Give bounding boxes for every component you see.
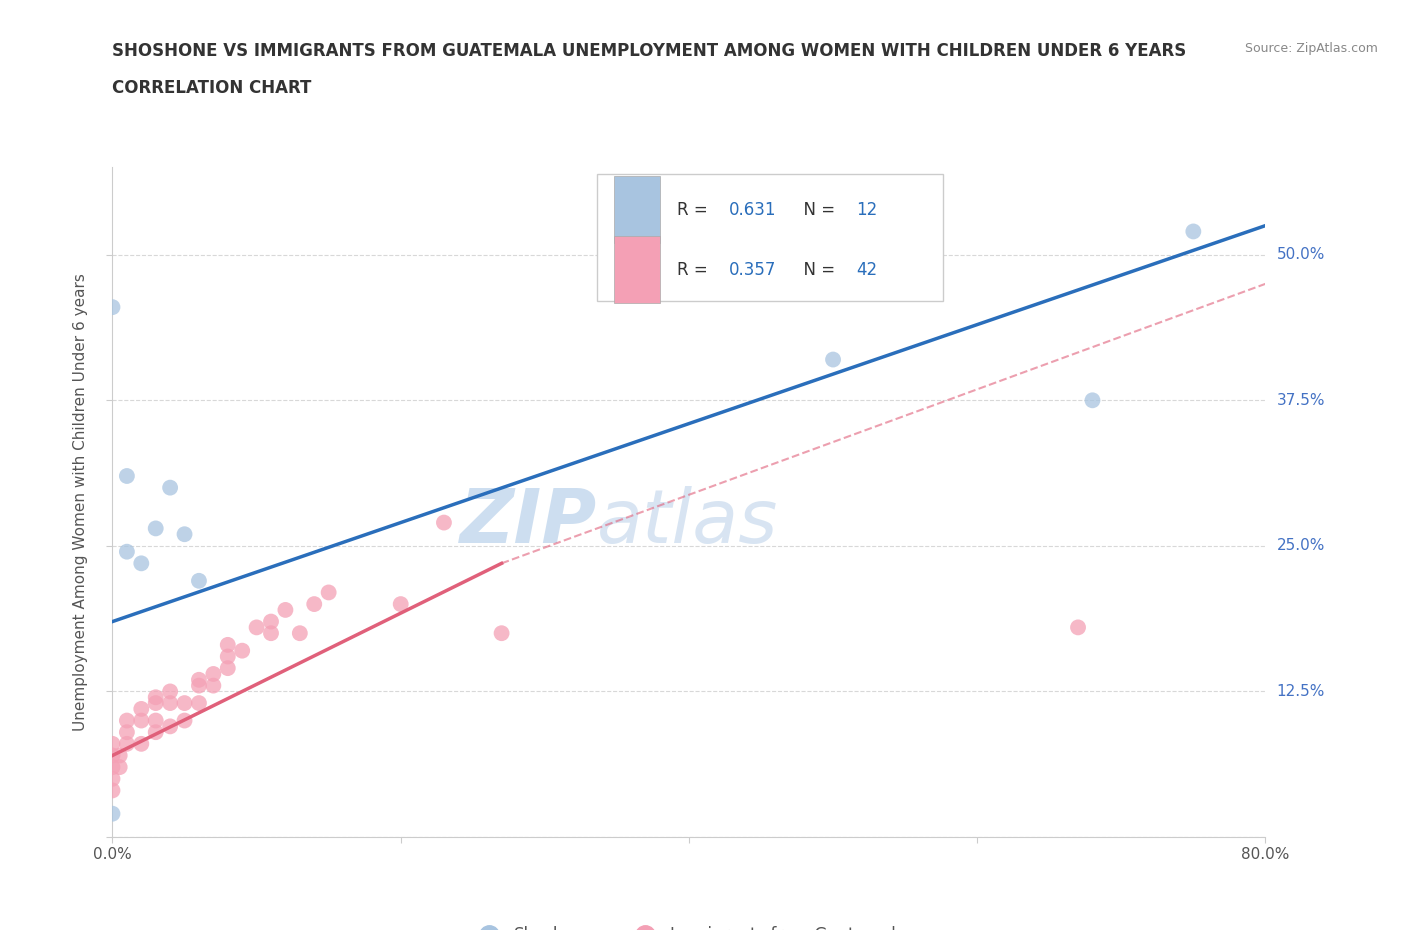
Point (1081, 392, 1104, 407)
Point (115, 724, 138, 739)
Text: 0.631: 0.631 (730, 201, 776, 219)
Text: R =: R = (678, 201, 713, 219)
Point (145, 521, 167, 536)
Point (433, 515, 456, 530)
Point (115, 469, 138, 484)
Point (173, 696, 195, 711)
Text: ZIP: ZIP (460, 485, 596, 559)
FancyBboxPatch shape (614, 236, 661, 303)
Point (217, 637, 239, 652)
Point (188, 574, 211, 589)
Point (202, 678, 225, 693)
Point (101, 299, 124, 314)
Y-axis label: Unemployment Among Women with Children Under 6 years: Unemployment Among Women with Children U… (73, 273, 89, 731)
Point (145, 724, 167, 739)
Text: atlas: atlas (596, 486, 778, 558)
Point (173, 526, 195, 541)
Text: Source: ZipAtlas.com: Source: ZipAtlas.com (1244, 42, 1378, 55)
Point (231, 644, 253, 658)
Text: 12: 12 (856, 201, 877, 219)
Point (159, 480, 181, 495)
Point (101, 760, 124, 775)
Point (115, 544, 138, 559)
Point (245, 620, 267, 635)
Point (101, 771, 124, 786)
Point (318, 585, 340, 600)
Point (217, 649, 239, 664)
Point (260, 614, 283, 629)
Point (159, 719, 181, 734)
Point (202, 667, 225, 682)
Point (115, 737, 138, 751)
Point (1067, 620, 1090, 635)
FancyBboxPatch shape (596, 174, 942, 301)
Text: 42: 42 (856, 260, 877, 278)
Point (389, 597, 412, 612)
Point (129, 701, 153, 716)
Point (101, 806, 124, 821)
Text: 50.0%: 50.0% (1277, 247, 1324, 262)
Text: N =: N = (793, 260, 839, 278)
Point (188, 678, 211, 693)
Text: R =: R = (678, 260, 713, 278)
Point (129, 737, 153, 751)
Point (129, 556, 153, 571)
Point (173, 713, 195, 728)
Point (217, 660, 239, 675)
Point (288, 626, 311, 641)
Point (145, 713, 167, 728)
Text: SHOSHONE VS IMMIGRANTS FROM GUATEMALA UNEMPLOYMENT AMONG WOMEN WITH CHILDREN UND: SHOSHONE VS IMMIGRANTS FROM GUATEMALA UN… (112, 42, 1187, 60)
Point (491, 626, 513, 641)
Point (260, 626, 283, 641)
Point (108, 760, 131, 775)
Point (188, 672, 211, 687)
Point (101, 737, 124, 751)
Point (821, 352, 844, 367)
Point (159, 684, 181, 698)
Text: 25.0%: 25.0% (1277, 538, 1324, 553)
Legend: Shoshone, Immigrants from Guatemala: Shoshone, Immigrants from Guatemala (465, 919, 912, 930)
Text: 12.5%: 12.5% (1277, 684, 1324, 699)
Text: 37.5%: 37.5% (1277, 392, 1324, 407)
Point (101, 748, 124, 763)
Point (188, 696, 211, 711)
Point (304, 597, 326, 612)
Text: CORRELATION CHART: CORRELATION CHART (112, 79, 312, 97)
FancyBboxPatch shape (614, 177, 661, 244)
Point (129, 713, 153, 728)
Point (108, 748, 131, 763)
Point (145, 696, 167, 711)
Text: N =: N = (793, 201, 839, 219)
Point (115, 713, 138, 728)
Point (1182, 224, 1205, 239)
Point (274, 603, 297, 618)
Point (145, 690, 167, 705)
Point (101, 783, 124, 798)
Text: 0.357: 0.357 (730, 260, 776, 278)
Point (159, 696, 181, 711)
